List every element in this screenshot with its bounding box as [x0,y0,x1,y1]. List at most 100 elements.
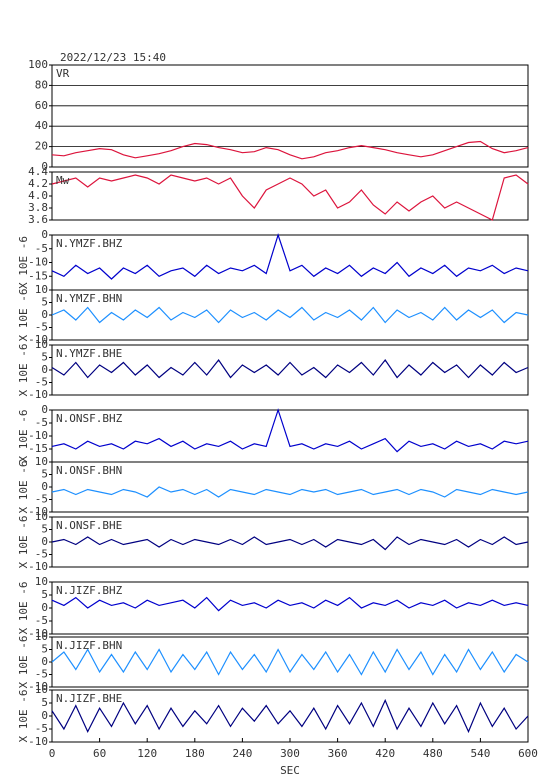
y-tick-label: 5 [41,296,48,309]
trace [51,140,529,160]
trace [51,233,529,280]
x-tick-label: 180 [185,747,205,760]
y-tick-label: -10 [28,388,48,401]
x-tick-label: 540 [470,747,490,760]
y-tick-label: 10 [35,683,48,696]
y-axis-label: X 10E -6 [17,636,30,689]
x-tick-label: 480 [423,747,443,760]
y-tick-label: -5 [35,416,48,429]
trace [51,174,529,221]
x-axis-label: SEC [280,764,300,777]
y-tick-label: -10 [28,627,48,640]
x-tick-label: 360 [328,747,348,760]
y-tick-label: 20 [35,140,48,153]
x-tick-label: 60 [93,747,106,760]
panel-frame [51,289,529,341]
y-tick-label: -10 [28,333,48,346]
y-tick-label: 0 [41,363,48,376]
y-tick-label: 5 [41,588,48,601]
y-tick-label: 0 [41,160,48,173]
y-axis-label: X 10E -6 [17,690,30,743]
trace [51,648,529,676]
y-tick-label: -5 [35,668,48,681]
y-tick-label: 5 [41,643,48,656]
y-tick-label: -5 [35,614,48,627]
y-axis-label: X 10E -6 [17,289,30,342]
trace-name: N.YMZF.BHE [56,347,122,360]
y-tick-label: 10 [35,575,48,588]
panel-frame [51,234,529,291]
y-tick-label: -10 [28,735,48,748]
y-tick-label: -5 [35,493,48,506]
panel-frame [51,689,529,743]
y-tick-label: 10 [35,338,48,351]
y-tick-label: 3.6 [28,213,48,226]
y-tick-label: -5 [35,722,48,735]
y-tick-label: -5 [35,321,48,334]
y-tick-label: -5 [35,242,48,255]
y-tick-label: 10 [35,455,48,468]
y-tick-label: 0 [41,535,48,548]
y-tick-label: 0 [41,480,48,493]
y-tick-label: 3.8 [28,201,48,214]
trace-name: N.JIZF.BHE [56,692,122,705]
y-tick-label: 4.0 [28,189,48,202]
trace [51,358,529,379]
y-axis-label: X 10E -6 [17,344,30,397]
y-tick-label: -15 [28,442,48,455]
x-tick-label: 240 [232,747,252,760]
y-axis-label: X 10E -6 [17,410,30,463]
y-tick-label: 0 [41,228,48,241]
y-tick-label: 0 [41,308,48,321]
y-tick-label: 100 [28,58,48,71]
x-tick-label: 120 [137,747,157,760]
y-tick-label: -10 [28,680,48,693]
y-tick-label: 80 [35,78,48,91]
y-axis-label: X 10E -6 [17,582,30,635]
panel-frame [51,409,529,463]
trace [51,306,529,324]
y-tick-label: 10 [35,630,48,643]
panel-frame [51,171,529,221]
panel-frame [51,516,529,568]
x-tick-label: 0 [49,747,56,760]
y-tick-label: 40 [35,119,48,132]
y-tick-label: -10 [28,560,48,573]
trace [51,536,529,551]
trace-name: N.YMZF.BHZ [56,237,123,250]
y-tick-label: 0 [41,655,48,668]
y-tick-label: 4.4 [28,165,48,178]
y-tick-label: 5 [41,468,48,481]
panel-frame [51,461,529,513]
trace-name: N.ONSF.BHE [56,519,122,532]
y-tick-label: 5 [41,523,48,536]
trace-name: N.ONSF.BHN [56,464,122,477]
trace-name: N.ONSF.BHZ [56,412,123,425]
x-tick-label: 600 [518,747,538,760]
y-tick-label: 4.2 [28,177,48,190]
x-tick-label: 420 [375,747,395,760]
y-tick-label: 10 [35,283,48,296]
y-axis-label: X 10E -6 [17,461,30,514]
panel-frame [51,344,529,396]
panel-frame [51,64,529,168]
trace-name: VR [56,67,70,80]
timestamp: 2022/12/23 15:40 [60,51,166,64]
trace [51,486,529,498]
y-tick-label: -5 [35,548,48,561]
y-tick-label: -15 [28,269,48,282]
y-tick-label: 5 [41,351,48,364]
trace-name: N.JIZF.BHN [56,639,122,652]
y-tick-label: 0 [41,403,48,416]
trace-name: Mw [56,174,70,187]
y-tick-label: -10 [28,256,48,269]
y-tick-label: 0 [41,601,48,614]
panel-frame [51,636,529,688]
trace [51,596,529,612]
y-tick-label: 5 [41,696,48,709]
trace [51,698,529,734]
y-tick-label: -10 [28,505,48,518]
trace-name: N.JIZF.BHZ [56,584,123,597]
y-axis-label: X 10E -6 [17,236,30,289]
